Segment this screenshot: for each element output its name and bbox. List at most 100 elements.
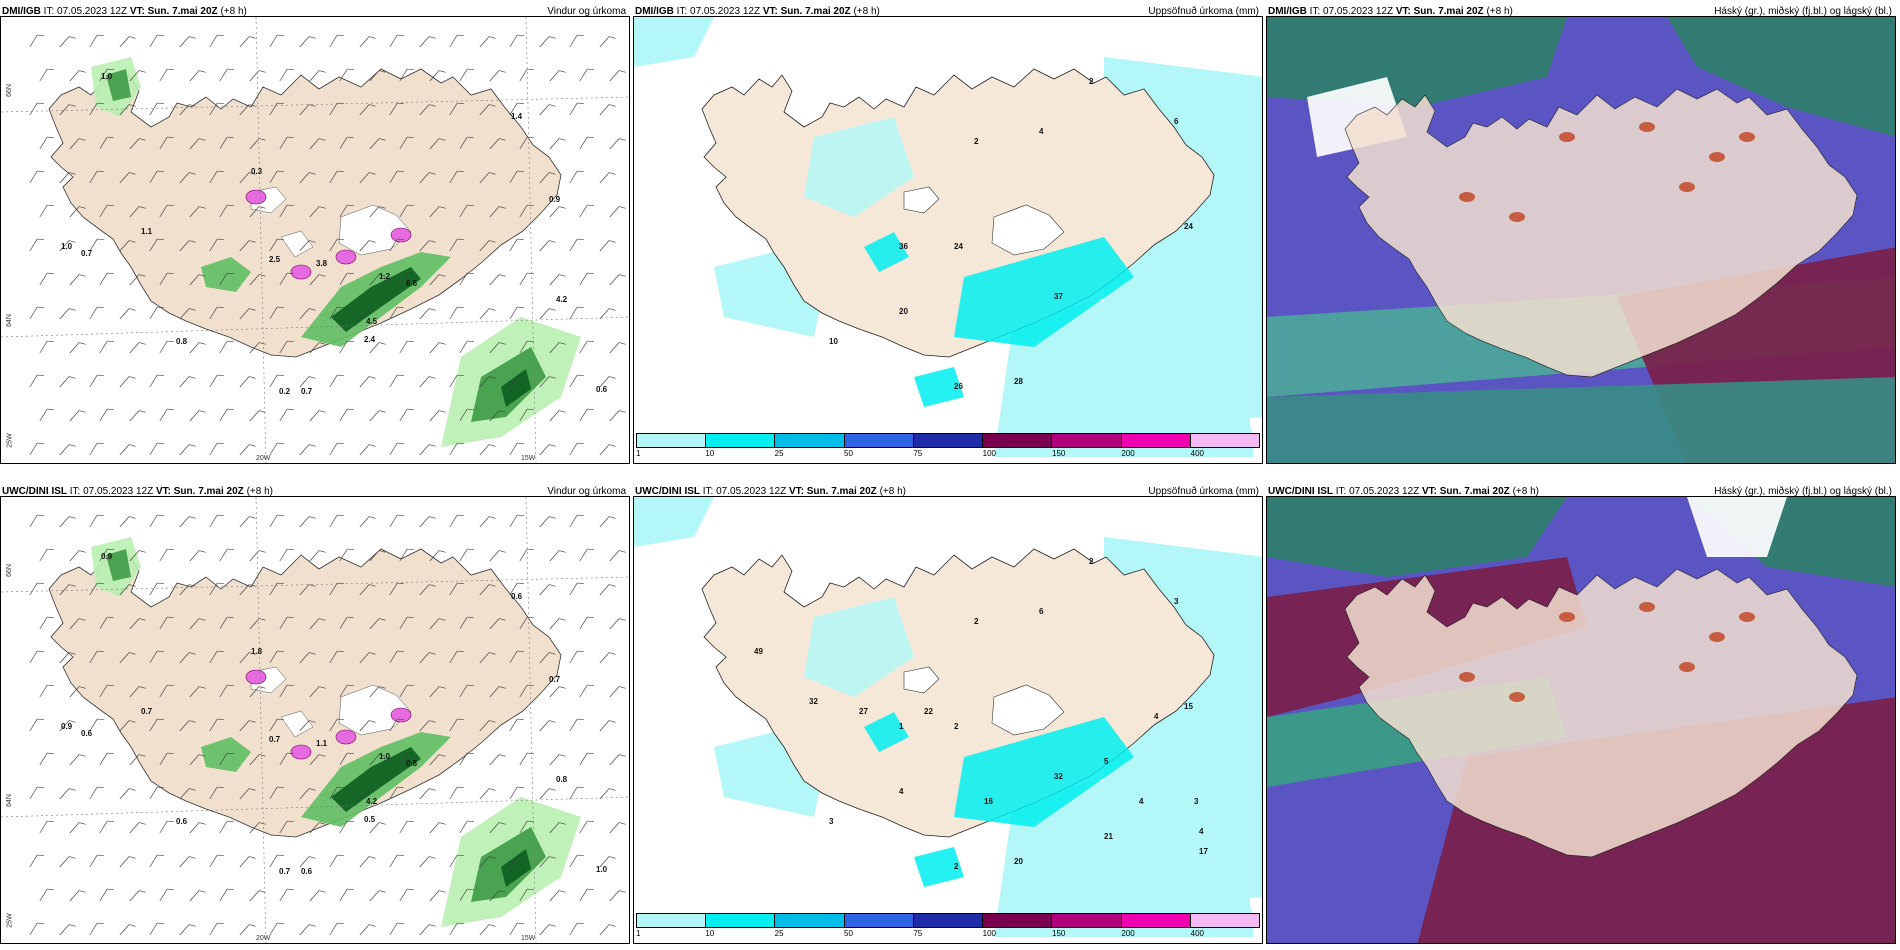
wind-barb xyxy=(29,374,44,388)
high-cloud-spot xyxy=(1639,602,1655,612)
wind-barb xyxy=(309,206,326,218)
wind-barb xyxy=(129,550,146,562)
wind-barb xyxy=(489,686,506,698)
wind-barb xyxy=(29,170,44,184)
wind-barb xyxy=(549,410,566,422)
precip-value-label: 0.6 xyxy=(301,867,313,876)
valid-time: VT: Sun. 7.mai 20Z xyxy=(762,6,851,17)
precip-value-label: 0.9 xyxy=(549,195,561,204)
wind-barb xyxy=(399,204,414,218)
wind-barb xyxy=(339,616,354,630)
precip-value-label: 0.7 xyxy=(269,735,281,744)
colorbar-tick-label: 200 xyxy=(1121,449,1135,458)
wind-barb xyxy=(489,274,506,286)
wind-barb xyxy=(419,856,436,868)
wind-barb xyxy=(29,514,44,528)
wind-barb xyxy=(449,718,464,732)
precip-value-label: 6.6 xyxy=(406,279,418,288)
precip-value-label: 0.6 xyxy=(176,817,188,826)
wind-barb xyxy=(129,822,146,834)
product-title: Vindur og úrkoma xyxy=(547,486,626,497)
wind-barb xyxy=(209,238,224,252)
high-cloud-spot xyxy=(1559,132,1575,142)
wind-barb xyxy=(359,788,376,800)
lead-time: (+8 h) xyxy=(879,486,906,497)
wind-barb xyxy=(179,516,196,528)
valid-time: VT: Sun. 7.mai 20Z xyxy=(129,6,218,17)
wind-barb xyxy=(429,70,446,82)
colorbar-swatch xyxy=(983,914,1053,927)
wind-barb xyxy=(89,102,104,116)
wind-barb xyxy=(599,584,616,596)
wind-barb xyxy=(239,788,256,800)
wind-barb xyxy=(549,822,566,834)
wind-barb xyxy=(119,240,136,252)
wind-barb xyxy=(359,376,376,388)
wind-barb xyxy=(599,720,616,732)
wind-barb xyxy=(159,136,174,150)
wind-barb xyxy=(479,788,496,800)
wind-barb xyxy=(149,374,164,388)
cloud-layer xyxy=(1667,17,1895,137)
wind-barb xyxy=(399,136,414,150)
wind-barb xyxy=(509,922,524,936)
wind-barb xyxy=(569,374,584,388)
wind-barb xyxy=(449,582,464,596)
wind-barb xyxy=(249,686,266,698)
wind-barb xyxy=(519,888,534,902)
wind-barb xyxy=(249,754,266,766)
wind-barb xyxy=(579,68,594,82)
wind-barb xyxy=(389,374,404,388)
wind-barb xyxy=(279,340,294,354)
wind-barb xyxy=(129,618,146,630)
wind-barb xyxy=(69,754,86,766)
wind-barb xyxy=(89,306,104,320)
wind-barb xyxy=(509,306,524,320)
wind-barb xyxy=(189,342,206,354)
wind-barb xyxy=(399,272,414,286)
wind-barb xyxy=(209,854,224,868)
wind-barb xyxy=(219,340,234,354)
precip-value-label: 4.5 xyxy=(366,317,378,326)
wind-barb xyxy=(489,618,506,630)
wind-barb xyxy=(59,308,76,320)
accum-value-label: 4 xyxy=(1199,827,1204,836)
wind-barb xyxy=(59,652,76,664)
colorbar-swatch xyxy=(775,434,845,447)
wind-barb xyxy=(279,408,294,422)
wind-barb xyxy=(429,550,446,562)
accum-value-label: 4 xyxy=(1039,127,1044,136)
cloud-layer xyxy=(1267,17,1567,107)
wind-barb xyxy=(39,616,54,630)
axis-label: 66N xyxy=(5,564,13,577)
wind-barb xyxy=(269,718,284,732)
wind-barb xyxy=(609,70,626,82)
wind-barb xyxy=(579,340,594,354)
wind-barb xyxy=(459,820,474,834)
wind-barb xyxy=(269,238,284,252)
wind-barb xyxy=(249,890,266,902)
wind-barb xyxy=(239,924,256,936)
wind-barb xyxy=(419,652,436,664)
model-name: DMI/IGB xyxy=(2,6,41,17)
wind-barb xyxy=(149,582,164,596)
wind-barb xyxy=(599,444,616,456)
accum-precip-map: 1 10 25 50 75 100 150 200 400 2 4 2 6 24 36 24 20 10 37 28 2… xyxy=(633,16,1263,464)
wind-barb xyxy=(449,34,464,48)
wind-barb xyxy=(69,138,86,150)
wind-barb xyxy=(519,548,534,562)
precip-value-label: 0.8 xyxy=(556,775,568,784)
wind-barb xyxy=(29,854,44,868)
colorbar-tick-label: 100 xyxy=(982,929,997,938)
wind-barb xyxy=(119,376,136,388)
wind-barb xyxy=(69,70,86,82)
wind-barb xyxy=(489,890,506,902)
wind-barb xyxy=(579,888,594,902)
wind-barb xyxy=(599,308,616,320)
wind-barb xyxy=(419,584,436,596)
wind-barb xyxy=(539,516,556,528)
wind-barb xyxy=(159,408,174,422)
wind-barb xyxy=(509,374,524,388)
colorbar-swatch xyxy=(1052,434,1122,447)
wind-barb xyxy=(299,720,316,732)
